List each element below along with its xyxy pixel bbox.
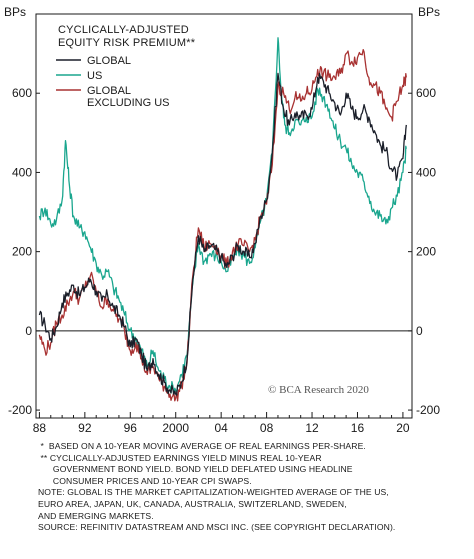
risk-premium-chart: -200 -200 0 0 200 200 400 400 600 600 88 92 96 2000 04…	[4, 5, 440, 435]
footnote-line: SOURCE: REFINITIV DATASTREAM AND MSCI IN…	[38, 522, 396, 533]
footnotes: * BASED ON A 10-YEAR MOVING AVERAGE OF R…	[38, 441, 470, 534]
x-tick-label: 96	[124, 421, 138, 435]
y-tick-label-left: 600	[12, 86, 32, 100]
y-axis-unit-right: BPs	[418, 5, 440, 19]
chart-title-line-2: EQUITY RISK PREMIUM**	[58, 37, 196, 49]
x-tick-label: 16	[351, 421, 365, 435]
chart-title-line-1: CYCLICALLY-ADJUSTED	[58, 24, 189, 36]
x-tick-label: 12	[305, 421, 319, 435]
y-tick-label-right: 400	[416, 165, 436, 179]
y-tick-label-left: 0	[25, 324, 32, 338]
y-tick-label-right: -200	[416, 403, 440, 417]
legend-label-global-ex-us-line-1: GLOBAL	[87, 85, 131, 97]
series-line-global-excluding-us	[38, 48, 407, 402]
footnote-line: AND EMERGING MARKETS.	[38, 510, 154, 521]
y-tick-label-right: 600	[416, 86, 436, 100]
legend: CYCLICALLY-ADJUSTED EQUITY RISK PREMIUM*…	[56, 24, 196, 109]
legend-label-us: US	[87, 70, 102, 82]
legend-label-global: GLOBAL	[87, 55, 131, 67]
footnote-line: EURO AREA, JAPAN, UK, CANADA, AUSTRALIA,…	[38, 498, 347, 509]
y-tick-label-right: 200	[416, 245, 436, 259]
y-tick-label-left: 200	[12, 245, 32, 259]
x-tick-label: 04	[214, 421, 228, 435]
x-tick-label: 92	[78, 421, 92, 435]
footnote-line: ** CYCLICALLY-ADJUSTED EARNINGS YIELD MI…	[38, 452, 322, 463]
y-tick-label-right: 0	[416, 324, 423, 338]
footnote-line: GOVERNMENT BOND YIELD. BOND YIELD DEFLAT…	[38, 464, 353, 475]
footnote-line: NOTE: GLOBAL IS THE MARKET CAPITALIZATIO…	[38, 487, 389, 498]
footnote-line: * BASED ON A 10-YEAR MOVING AVERAGE OF R…	[38, 441, 366, 451]
plot-frame	[35, 13, 413, 419]
x-tick-label: 2000	[162, 421, 189, 435]
x-tick-label: 20	[396, 421, 410, 435]
y-axis-unit-left: BPs	[4, 5, 26, 19]
y-tick-label-left: -200	[8, 403, 32, 417]
x-tick-label: 88	[33, 421, 47, 435]
credit-text: © BCA Research 2020	[268, 384, 369, 396]
x-tick-label: 08	[260, 421, 274, 435]
y-tick-label-left: 400	[12, 165, 32, 179]
footnote-line: CONSUMER PRICES AND 10-YEAR CPI SWAPS.	[38, 475, 252, 486]
series-line-global	[38, 72, 407, 396]
series-line-us	[38, 37, 407, 397]
legend-label-global-ex-us-line-2: EXCLUDING US	[87, 97, 170, 109]
